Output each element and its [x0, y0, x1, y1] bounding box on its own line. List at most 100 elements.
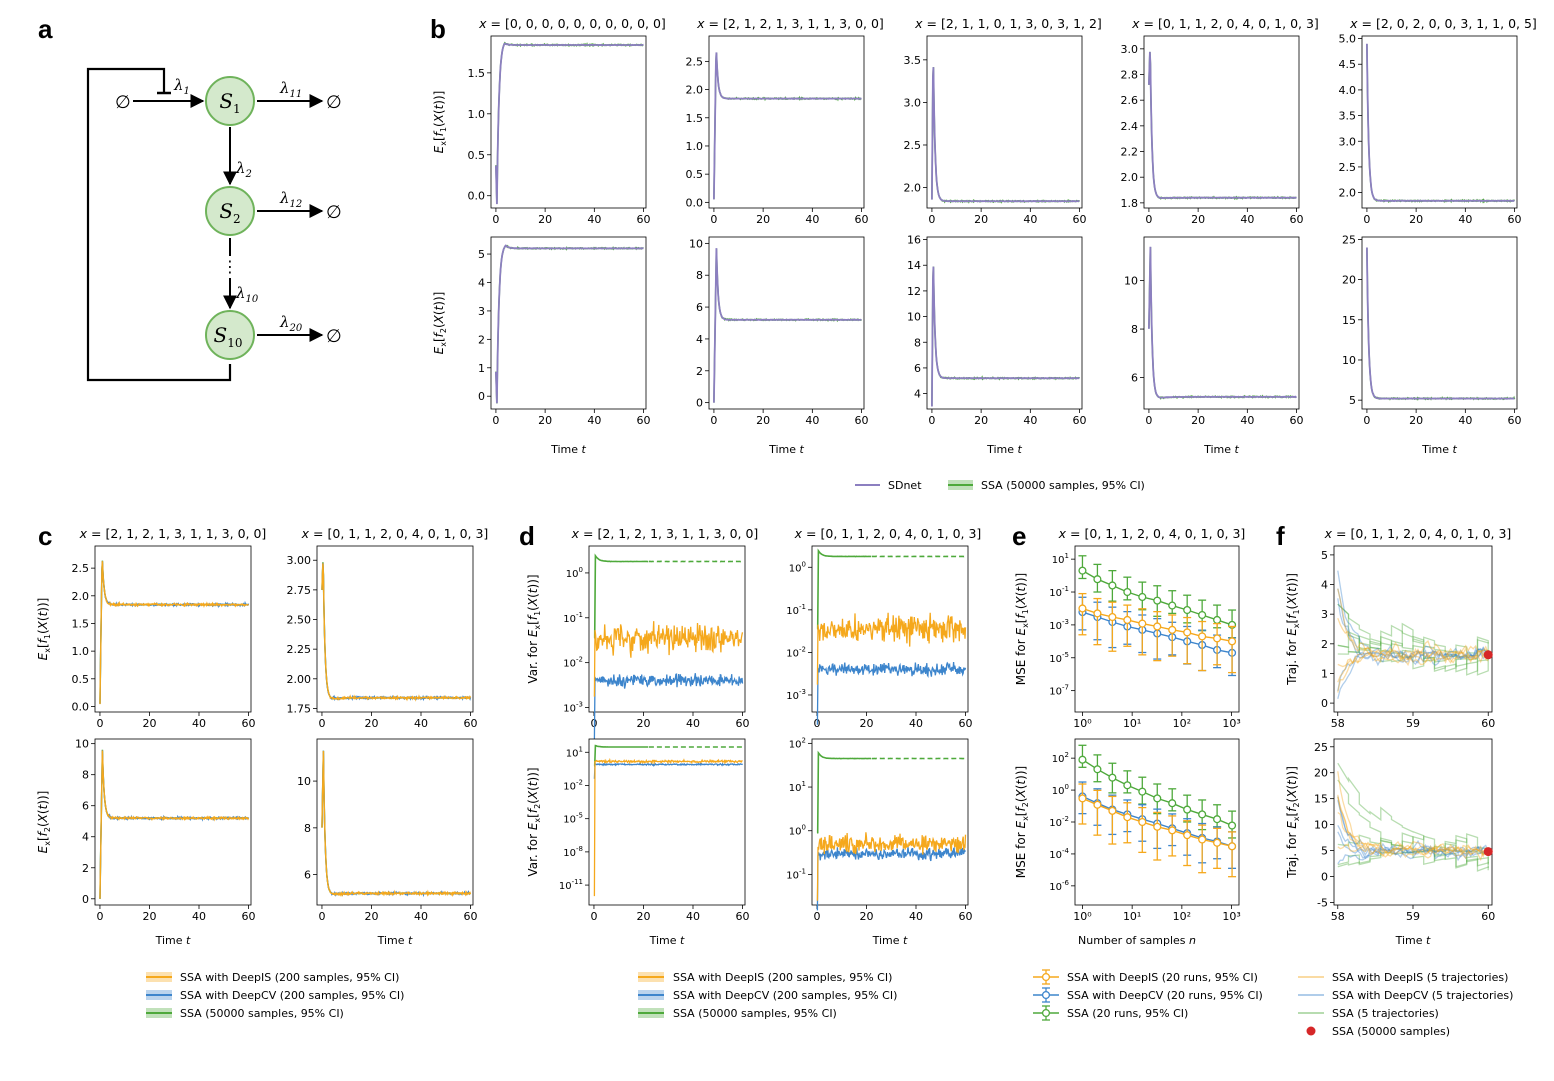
x-tick-label: 20 [142, 717, 156, 730]
series-line [321, 563, 472, 702]
y-tick-label: 1.0 [468, 108, 486, 121]
rate-s1-s2: λ2 [235, 159, 252, 180]
panel-label-e: e [1012, 521, 1026, 551]
y-tick-label: 10-1 [786, 867, 806, 881]
sdnet-line [713, 248, 862, 403]
x-tick-label: 60 [242, 910, 256, 923]
panel-b-title: x = [0, 0, 0, 0, 0, 0, 0, 0, 0, 0] [478, 16, 666, 31]
x-tick-label: 40 [414, 717, 428, 730]
y-tick-label: 8 [696, 269, 703, 282]
y-tick-label: 4 [914, 388, 921, 401]
data-point [1093, 800, 1102, 809]
x-tick-label: 40 [1023, 213, 1037, 226]
series-line [321, 750, 472, 896]
panel-b-legend: SDnet SSA (50000 samples, 95% CI) [855, 479, 1145, 492]
legend-ssa-label: SSA (50000 samples, 95% CI) [981, 479, 1145, 492]
empty-set-sink-3: ∅ [326, 326, 342, 347]
plot-frame [588, 545, 746, 713]
series-line [99, 561, 250, 704]
y-tick-label: 2.0 [686, 84, 704, 97]
panel-b-plot: 0 20 40 60 4 6 8 10 12 14 16 [907, 234, 1087, 427]
ssa-line [593, 744, 649, 767]
y-tick-label: 8 [914, 336, 921, 349]
y-tick-label: 102 [789, 736, 806, 750]
series-line [321, 562, 472, 702]
y-tick-label: 12 [907, 285, 921, 298]
x-tick-label: 40 [414, 910, 428, 923]
trajectory-line [1337, 570, 1489, 663]
panel-d-ylabel: Var. for Ex[f1(X(t))] [526, 574, 542, 683]
x-tick-label: 20 [756, 414, 770, 427]
data-point [1093, 765, 1102, 774]
y-tick-label: 5.0 [1339, 33, 1357, 46]
x-tick-label: 40 [1458, 213, 1472, 226]
y-tick-label: 6 [696, 301, 703, 314]
x-tick-label: 40 [192, 717, 206, 730]
data-point [1108, 612, 1117, 622]
y-tick-label: 2.75 [287, 584, 312, 597]
panel-c-ylabel: Ex[f2(X(t))] [36, 791, 52, 854]
x-tick-label: 0 [813, 910, 820, 923]
panel-label-d: d [519, 521, 535, 551]
y-tick-label: 10-2 [786, 645, 806, 659]
x-tick-label: 0 [492, 213, 499, 226]
series-line [816, 845, 966, 911]
series-line [99, 750, 250, 899]
x-tick-label: 20 [364, 717, 378, 730]
y-tick-label: 10-3 [1049, 618, 1069, 632]
sdnet-line [495, 244, 644, 404]
y-tick-label: 1.8 [1121, 197, 1139, 210]
x-tick-label: 60 [1073, 414, 1087, 427]
legend-marker [1306, 1026, 1316, 1036]
ssa-line [931, 67, 1081, 204]
data-point [1168, 625, 1177, 634]
panel-c-xlabel: Time t [377, 934, 413, 947]
series-line [99, 561, 250, 705]
panel-b-plot: 0 20 40 60 2.0 2.5 3.0 3.5 4.0 4.5 5.0 [1339, 33, 1522, 226]
data-point [1153, 596, 1162, 605]
panel-label-a: a [38, 14, 53, 44]
panel-label-f: f [1276, 521, 1285, 551]
y-tick-label: 0.0 [468, 190, 486, 203]
trajectory-line [1337, 771, 1489, 860]
x-tick-label: 60 [855, 213, 869, 226]
y-tick-label: 10-1 [786, 603, 806, 617]
panel-b-plot: 0 20 40 60 0.0 0.5 1.0 1.5 2.0 2.5 [686, 35, 869, 226]
panel-e-plot: 10⁰ 10¹ 10² 10³ 10-7 10-5 10-3 10-1 101 MSE for E… [1014, 545, 1241, 730]
y-tick-label: 10-8 [563, 845, 583, 859]
panel-c-xlabel: Time t [155, 934, 191, 947]
trajectory-line [1337, 811, 1489, 857]
x-tick-label: 0 [1145, 414, 1152, 427]
sdnet-line [1148, 51, 1297, 200]
data-point [1228, 821, 1237, 830]
series-line [593, 673, 744, 739]
legend-label: SSA with DeepIS (20 runs, 95% CI) [1067, 971, 1258, 984]
x-tick-label: 0 [710, 213, 717, 226]
panel-b-title: x = [2, 0, 2, 0, 0, 3, 1, 1, 0, 5] [1349, 16, 1537, 31]
panel-b-ylabel: Ex[f1(X(t))] [432, 91, 448, 154]
y-tick-label: 3.00 [287, 554, 312, 567]
panel-c-title: x = [0, 1, 1, 2, 0, 4, 0, 1, 0, 3] [301, 526, 489, 541]
panel-d-plot: 0 20 40 60 10-1 100 101 102 [786, 736, 972, 923]
plot-frame [926, 236, 1083, 410]
y-tick-label: 102 [1052, 751, 1069, 765]
legend-marker [1041, 990, 1051, 1000]
data-point [1198, 610, 1207, 620]
empty-set-sink-2: ∅ [326, 202, 342, 223]
panel-c-title: x = [2, 1, 2, 1, 3, 1, 1, 3, 0, 0] [79, 526, 267, 541]
legend-label: SSA with DeepIS (5 trajectories) [1332, 971, 1508, 984]
empty-set-source: ∅ [115, 92, 131, 113]
panel-b-column: x = [2, 0, 2, 0, 0, 3, 1, 1, 0, 5] 0 20 40 6… [1339, 16, 1537, 456]
panel-c-ylabel: Ex[f1(X(t))] [36, 598, 52, 661]
x-tick-label: 58 [1331, 717, 1345, 730]
panel-label-b: b [430, 14, 446, 44]
x-tick-label: 0 [1363, 213, 1370, 226]
y-tick-label: 10-4 [1049, 847, 1069, 861]
data-point [1198, 632, 1207, 641]
x-tick-label: 60 [1481, 910, 1495, 923]
y-tick-label: 100 [789, 560, 806, 574]
y-tick-label: 1.5 [468, 67, 486, 80]
x-tick-label: 60 [1508, 213, 1522, 226]
y-tick-label: 101 [566, 745, 583, 759]
